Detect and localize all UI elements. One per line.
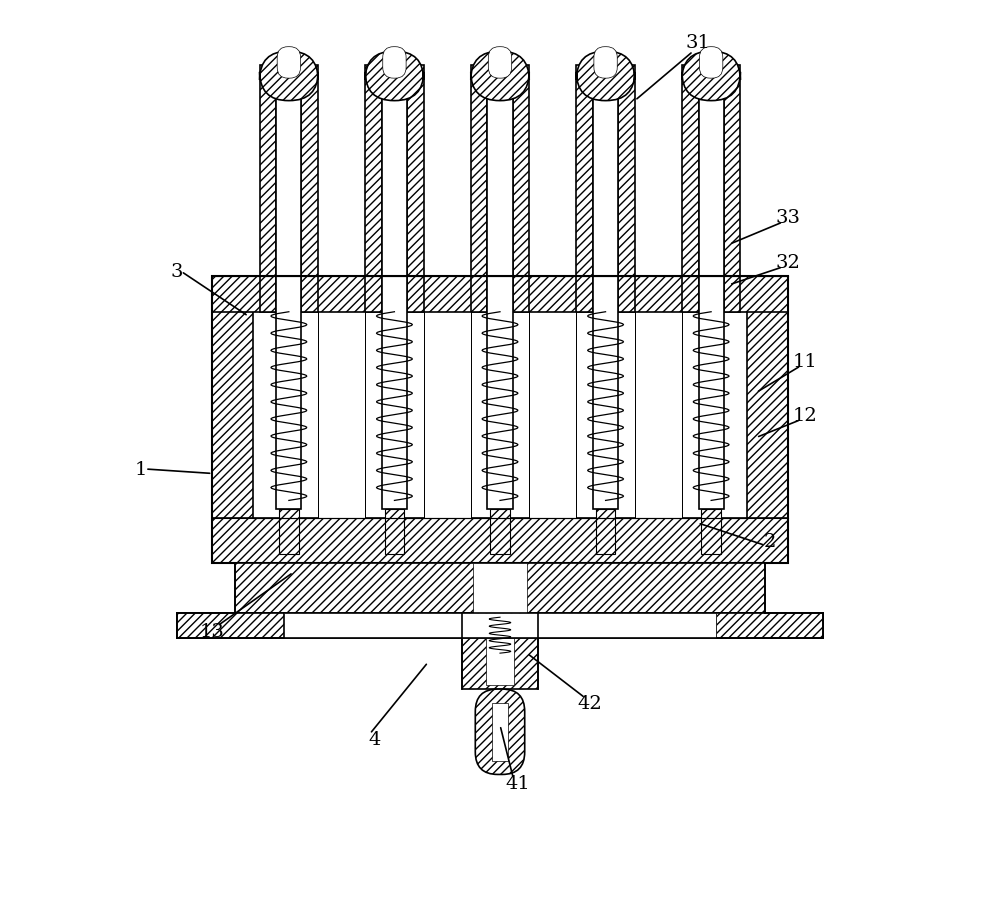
- Bar: [635, 312, 682, 519]
- Text: 3: 3: [170, 263, 183, 281]
- Bar: [284, 613, 716, 638]
- Bar: [212, 276, 788, 312]
- Bar: [407, 66, 424, 312]
- Text: 12: 12: [793, 406, 818, 424]
- Bar: [212, 276, 253, 563]
- Bar: [618, 66, 635, 312]
- Text: 31: 31: [685, 34, 710, 52]
- FancyBboxPatch shape: [682, 52, 740, 101]
- Bar: [492, 703, 508, 761]
- Bar: [424, 312, 471, 519]
- Bar: [462, 613, 538, 689]
- Bar: [529, 312, 576, 519]
- Bar: [486, 618, 514, 684]
- Text: 41: 41: [506, 775, 530, 793]
- Text: 11: 11: [793, 353, 818, 371]
- Bar: [593, 66, 618, 510]
- FancyBboxPatch shape: [475, 689, 525, 775]
- Bar: [471, 66, 487, 312]
- FancyBboxPatch shape: [471, 52, 529, 101]
- Bar: [382, 66, 407, 510]
- Bar: [260, 66, 276, 312]
- Bar: [177, 613, 823, 638]
- FancyBboxPatch shape: [383, 48, 406, 79]
- Text: 13: 13: [200, 622, 225, 640]
- Bar: [177, 613, 284, 638]
- Bar: [701, 510, 721, 554]
- Text: 32: 32: [775, 254, 800, 272]
- Bar: [596, 510, 615, 554]
- Bar: [301, 66, 318, 312]
- Bar: [212, 276, 788, 563]
- Bar: [276, 66, 301, 510]
- FancyBboxPatch shape: [365, 52, 424, 101]
- Text: 42: 42: [577, 694, 602, 712]
- Text: 4: 4: [368, 730, 380, 748]
- Bar: [724, 66, 740, 312]
- Text: 33: 33: [775, 209, 800, 228]
- FancyBboxPatch shape: [594, 48, 617, 79]
- FancyBboxPatch shape: [699, 48, 723, 79]
- Bar: [699, 66, 724, 510]
- Bar: [487, 66, 513, 510]
- Bar: [682, 66, 699, 312]
- FancyBboxPatch shape: [260, 52, 318, 101]
- Bar: [513, 66, 529, 312]
- Bar: [279, 510, 299, 554]
- Text: 2: 2: [763, 532, 776, 550]
- Bar: [235, 563, 765, 613]
- Bar: [385, 510, 404, 554]
- Bar: [212, 519, 788, 563]
- FancyBboxPatch shape: [277, 48, 301, 79]
- Bar: [716, 613, 823, 638]
- Bar: [473, 563, 527, 613]
- Bar: [365, 66, 382, 312]
- FancyBboxPatch shape: [576, 52, 635, 101]
- Bar: [318, 312, 365, 519]
- Bar: [576, 66, 593, 312]
- Bar: [490, 510, 510, 554]
- Bar: [747, 276, 788, 563]
- Text: 1: 1: [134, 461, 147, 479]
- FancyBboxPatch shape: [488, 48, 512, 79]
